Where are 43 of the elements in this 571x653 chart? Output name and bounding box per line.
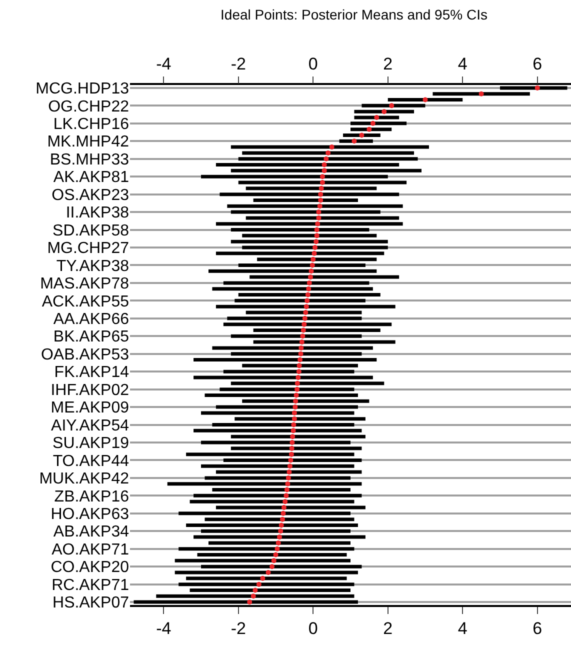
y-tick-label: AA.AKP66: [53, 311, 130, 328]
y-tick-label: TO.AKP44: [52, 452, 130, 470]
y-tick-label: LK.CHP16: [53, 116, 130, 134]
y-tick-label: RC.AKP71: [52, 576, 130, 594]
x-tick-label: 2: [383, 54, 393, 74]
y-tick-label: AO.AKP71: [52, 541, 130, 558]
y-tick-label: IHF.AKP02: [50, 382, 130, 399]
y-tick-label: MCG.HDP13: [36, 80, 130, 98]
y-tick-label: TY.AKP38: [56, 258, 130, 275]
y-tick-label: AIY.AKP54: [51, 417, 130, 434]
chart-title: Ideal Points: Posterior Means and 95% CIs: [220, 6, 488, 23]
y-tick-label: BK.AKP65: [53, 328, 130, 346]
y-tick-label: ACK.AKP55: [42, 293, 130, 310]
x-tick-label: -4: [156, 54, 172, 74]
y-tick-label: BS.MHP33: [50, 151, 130, 168]
x-tick-label: 4: [458, 54, 468, 74]
y-tick-label: MG.CHP27: [47, 240, 130, 258]
y-tick-label: MAS.AKP78: [40, 276, 130, 293]
y-tick-label: HO.AKP63: [50, 506, 130, 524]
y-tick-label: OG.CHP22: [48, 98, 130, 116]
x2-tick-label: 4: [458, 619, 468, 638]
x-tick-label: -2: [230, 54, 246, 74]
y-tick-label: OS.AKP23: [52, 186, 130, 204]
y-tick-label: FK.AKP14: [54, 364, 130, 382]
y-tick-label: AB.AKP34: [53, 524, 130, 541]
y-tick-label: SU.AKP19: [52, 435, 130, 452]
y-tick-label: CO.AKP20: [50, 559, 130, 576]
x2-tick-label: -4: [156, 619, 172, 638]
y-tick-label: HS.AKP07: [52, 594, 130, 612]
y-tick-label: ZB.AKP16: [54, 488, 130, 506]
x2-tick-label: 0: [308, 619, 318, 638]
y-tick-label: ME.AKP09: [50, 400, 130, 417]
x2-tick-label: -2: [230, 619, 246, 638]
x2-tick-label: 6: [532, 619, 542, 638]
y-tick-label: OAB.AKP53: [40, 346, 130, 364]
x-tick-label: 0: [308, 54, 318, 74]
y-tick-label: MK.MHP42: [47, 134, 130, 151]
y-tick-label: MUK.AKP42: [39, 470, 130, 488]
y-tick-label: II.AKP38: [66, 204, 130, 222]
y-tick-label: SD.AKP58: [52, 222, 130, 240]
x2-tick-label: 2: [383, 619, 393, 638]
x-tick-label: 6: [532, 54, 542, 74]
y-tick-label: AK.AKP81: [53, 169, 130, 186]
